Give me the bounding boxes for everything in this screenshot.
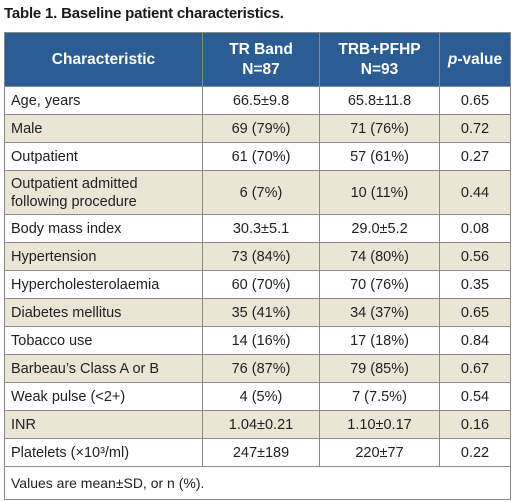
table-row: INR 1.04±0.21 1.10±0.17 0.16 xyxy=(4,410,511,439)
table-row: Diabetes mellitus 35 (41%) 34 (37%) 0.65 xyxy=(4,298,511,327)
row-tr-band-value: 73 (84%) xyxy=(202,242,320,271)
row-trb-pfhp-value: 10 (11%) xyxy=(319,170,440,215)
row-trb-pfhp-value: 79 (85%) xyxy=(319,354,440,383)
row-trb-pfhp-value: 57 (61%) xyxy=(319,142,440,171)
table-caption: Table 1. Baseline patient characteristic… xyxy=(4,5,284,22)
row-label: Body mass index xyxy=(4,214,203,243)
row-trb-pfhp-value: 7 (7.5%) xyxy=(319,382,440,411)
baseline-characteristics-table: Characteristic TR Band N=87 TRB+PFHP N=9… xyxy=(4,32,511,500)
row-label: Outpatient admitted following procedure xyxy=(4,170,203,215)
table-row: Body mass index 30.3±5.1 29.0±5.2 0.08 xyxy=(4,214,511,243)
header-tr-band-name: TR Band xyxy=(229,40,293,58)
row-label: Barbeau’s Class A or B xyxy=(4,354,203,383)
row-p-value: 0.72 xyxy=(439,114,511,143)
row-label: Platelets (×10³/ml) xyxy=(4,438,203,467)
row-p-value: 0.65 xyxy=(439,298,511,327)
header-trb-pfhp-n: N=93 xyxy=(360,60,399,78)
row-trb-pfhp-value: 29.0±5.2 xyxy=(319,214,440,243)
row-p-value: 0.67 xyxy=(439,354,511,383)
row-trb-pfhp-value: 70 (76%) xyxy=(319,270,440,299)
table-row: Tobacco use 14 (16%) 17 (18%) 0.84 xyxy=(4,326,511,355)
row-label: INR xyxy=(4,410,203,439)
row-p-value: 0.44 xyxy=(439,170,511,215)
table-row: Platelets (×10³/ml) 247±189 220±77 0.22 xyxy=(4,438,511,467)
header-trb-pfhp: TRB+PFHP N=93 xyxy=(319,32,440,87)
row-trb-pfhp-value: 65.8±11.8 xyxy=(319,86,440,115)
row-tr-band-value: 35 (41%) xyxy=(202,298,320,327)
row-label-line-2: following procedure xyxy=(11,193,137,210)
row-tr-band-value: 69 (79%) xyxy=(202,114,320,143)
row-trb-pfhp-value: 1.10±0.17 xyxy=(319,410,440,439)
row-tr-band-value: 66.5±9.8 xyxy=(202,86,320,115)
table-row: Barbeau’s Class A or B 76 (87%) 79 (85%)… xyxy=(4,354,511,383)
row-label: Weak pulse (<2+) xyxy=(4,382,203,411)
header-trb-pfhp-name: TRB+PFHP xyxy=(338,40,421,58)
row-tr-band-value: 1.04±0.21 xyxy=(202,410,320,439)
header-tr-band: TR Band N=87 xyxy=(202,32,320,87)
header-p-italic: p xyxy=(447,50,458,68)
table-header-row: Characteristic TR Band N=87 TRB+PFHP N=9… xyxy=(4,32,511,87)
row-tr-band-value: 30.3±5.1 xyxy=(202,214,320,243)
row-p-value: 0.35 xyxy=(439,270,511,299)
header-tr-band-n: N=87 xyxy=(242,60,280,78)
table-footnote-row: Values are mean±SD, or n (%). xyxy=(4,466,511,500)
table-row: Age, years 66.5±9.8 65.8±11.8 0.65 xyxy=(4,86,511,115)
row-p-value: 0.65 xyxy=(439,86,511,115)
header-characteristic: Characteristic xyxy=(4,32,203,87)
row-p-value: 0.56 xyxy=(439,242,511,271)
table-footnote: Values are mean±SD, or n (%). xyxy=(4,466,511,500)
row-label: Male xyxy=(4,114,203,143)
row-label: Outpatient xyxy=(4,142,203,171)
row-label: Age, years xyxy=(4,86,203,115)
table-row: Outpatient admitted following procedure … xyxy=(4,170,511,215)
row-label: Hypertension xyxy=(4,242,203,271)
header-p-rest: -value xyxy=(457,50,503,68)
header-characteristic-label: Characteristic xyxy=(51,50,156,68)
row-trb-pfhp-value: 220±77 xyxy=(319,438,440,467)
row-p-value: 0.08 xyxy=(439,214,511,243)
table-row: Hypertension 73 (84%) 74 (80%) 0.56 xyxy=(4,242,511,271)
row-label: Hypercholesterolaemia xyxy=(4,270,203,299)
row-trb-pfhp-value: 34 (37%) xyxy=(319,298,440,327)
row-tr-band-value: 14 (16%) xyxy=(202,326,320,355)
row-trb-pfhp-value: 17 (18%) xyxy=(319,326,440,355)
row-trb-pfhp-value: 74 (80%) xyxy=(319,242,440,271)
row-tr-band-value: 247±189 xyxy=(202,438,320,467)
table-row: Hypercholesterolaemia 60 (70%) 70 (76%) … xyxy=(4,270,511,299)
row-label: Tobacco use xyxy=(4,326,203,355)
table-row: Male 69 (79%) 71 (76%) 0.72 xyxy=(4,114,511,143)
row-tr-band-value: 4 (5%) xyxy=(202,382,320,411)
row-label: Diabetes mellitus xyxy=(4,298,203,327)
header-p-value: p-value xyxy=(439,32,511,87)
row-trb-pfhp-value: 71 (76%) xyxy=(319,114,440,143)
row-tr-band-value: 61 (70%) xyxy=(202,142,320,171)
row-tr-band-value: 60 (70%) xyxy=(202,270,320,299)
row-p-value: 0.84 xyxy=(439,326,511,355)
table-row: Outpatient 61 (70%) 57 (61%) 0.27 xyxy=(4,142,511,171)
row-label-line-1: Outpatient admitted xyxy=(11,175,138,192)
row-p-value: 0.16 xyxy=(439,410,511,439)
row-tr-band-value: 6 (7%) xyxy=(202,170,320,215)
row-p-value: 0.54 xyxy=(439,382,511,411)
row-p-value: 0.22 xyxy=(439,438,511,467)
row-p-value: 0.27 xyxy=(439,142,511,171)
row-tr-band-value: 76 (87%) xyxy=(202,354,320,383)
table-row: Weak pulse (<2+) 4 (5%) 7 (7.5%) 0.54 xyxy=(4,382,511,411)
